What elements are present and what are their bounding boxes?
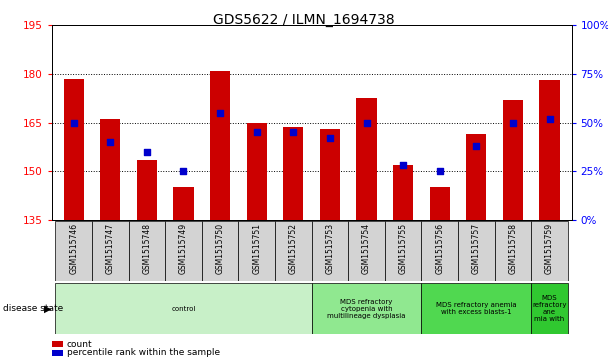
Bar	[503, 100, 523, 220]
Point	[325, 135, 335, 141]
Text: MDS
refractory
ane
mia with: MDS refractory ane mia with	[533, 295, 567, 322]
Text: disease state: disease state	[3, 304, 63, 313]
Bar	[311, 283, 421, 334]
Text: GSM1515751: GSM1515751	[252, 223, 261, 274]
Point	[545, 116, 554, 122]
Point	[471, 143, 481, 149]
Point	[398, 162, 408, 168]
Text: GSM1515750: GSM1515750	[216, 223, 224, 274]
Bar	[393, 164, 413, 220]
Bar	[430, 187, 450, 220]
Text: GSM1515749: GSM1515749	[179, 223, 188, 274]
Text: GSM1515758: GSM1515758	[508, 223, 517, 274]
Bar	[100, 119, 120, 220]
Text: GSM1515752: GSM1515752	[289, 223, 298, 274]
Text: control: control	[171, 306, 196, 311]
Bar	[173, 187, 193, 220]
Bar	[210, 71, 230, 220]
Bar	[275, 221, 311, 281]
Text: GSM1515748: GSM1515748	[142, 223, 151, 274]
Bar	[92, 221, 128, 281]
Bar	[495, 221, 531, 281]
Point	[508, 119, 518, 125]
Text: GSM1515757: GSM1515757	[472, 223, 481, 274]
Point	[288, 129, 298, 135]
Bar	[238, 221, 275, 281]
Text: ▶: ▶	[44, 303, 51, 314]
Bar	[466, 134, 486, 220]
Bar	[128, 221, 165, 281]
Text: GSM1515753: GSM1515753	[325, 223, 334, 274]
Bar	[55, 283, 311, 334]
Point	[252, 129, 261, 135]
Bar	[320, 129, 340, 220]
Point	[105, 139, 115, 145]
Point	[142, 149, 152, 155]
Text: count: count	[67, 340, 92, 348]
Bar	[458, 221, 495, 281]
Bar	[247, 122, 267, 220]
Bar	[421, 221, 458, 281]
Point	[69, 119, 78, 125]
Bar	[311, 221, 348, 281]
Text: GDS5622 / ILMN_1694738: GDS5622 / ILMN_1694738	[213, 13, 395, 27]
Text: GSM1515746: GSM1515746	[69, 223, 78, 274]
Text: percentile rank within the sample: percentile rank within the sample	[67, 348, 220, 357]
Text: GSM1515759: GSM1515759	[545, 223, 554, 274]
Bar	[202, 221, 238, 281]
Text: MDS refractory anemia
with excess blasts-1: MDS refractory anemia with excess blasts…	[436, 302, 517, 315]
Bar	[539, 81, 559, 220]
Point	[362, 119, 371, 125]
Bar	[531, 283, 568, 334]
Text: GSM1515754: GSM1515754	[362, 223, 371, 274]
Bar	[64, 79, 84, 220]
Text: GSM1515756: GSM1515756	[435, 223, 444, 274]
Point	[215, 110, 225, 116]
Bar	[348, 221, 385, 281]
Text: GSM1515755: GSM1515755	[399, 223, 407, 274]
Text: GSM1515747: GSM1515747	[106, 223, 115, 274]
Bar	[283, 127, 303, 220]
Bar	[55, 221, 92, 281]
Bar	[421, 283, 531, 334]
Text: MDS refractory
cytopenia with
multilineage dysplasia: MDS refractory cytopenia with multilinea…	[327, 298, 406, 319]
Bar	[137, 160, 157, 220]
Bar	[385, 221, 421, 281]
Point	[435, 168, 444, 174]
Bar	[165, 221, 202, 281]
Bar	[531, 221, 568, 281]
Bar	[356, 98, 376, 220]
Point	[179, 168, 188, 174]
